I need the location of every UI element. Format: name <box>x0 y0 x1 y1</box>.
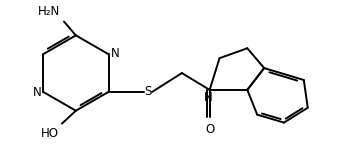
Text: H₂N: H₂N <box>38 5 60 17</box>
Text: N: N <box>204 91 213 104</box>
Text: HO: HO <box>41 127 59 140</box>
Text: O: O <box>205 123 214 136</box>
Text: S: S <box>144 85 152 98</box>
Text: N: N <box>33 86 41 99</box>
Text: N: N <box>111 47 119 60</box>
